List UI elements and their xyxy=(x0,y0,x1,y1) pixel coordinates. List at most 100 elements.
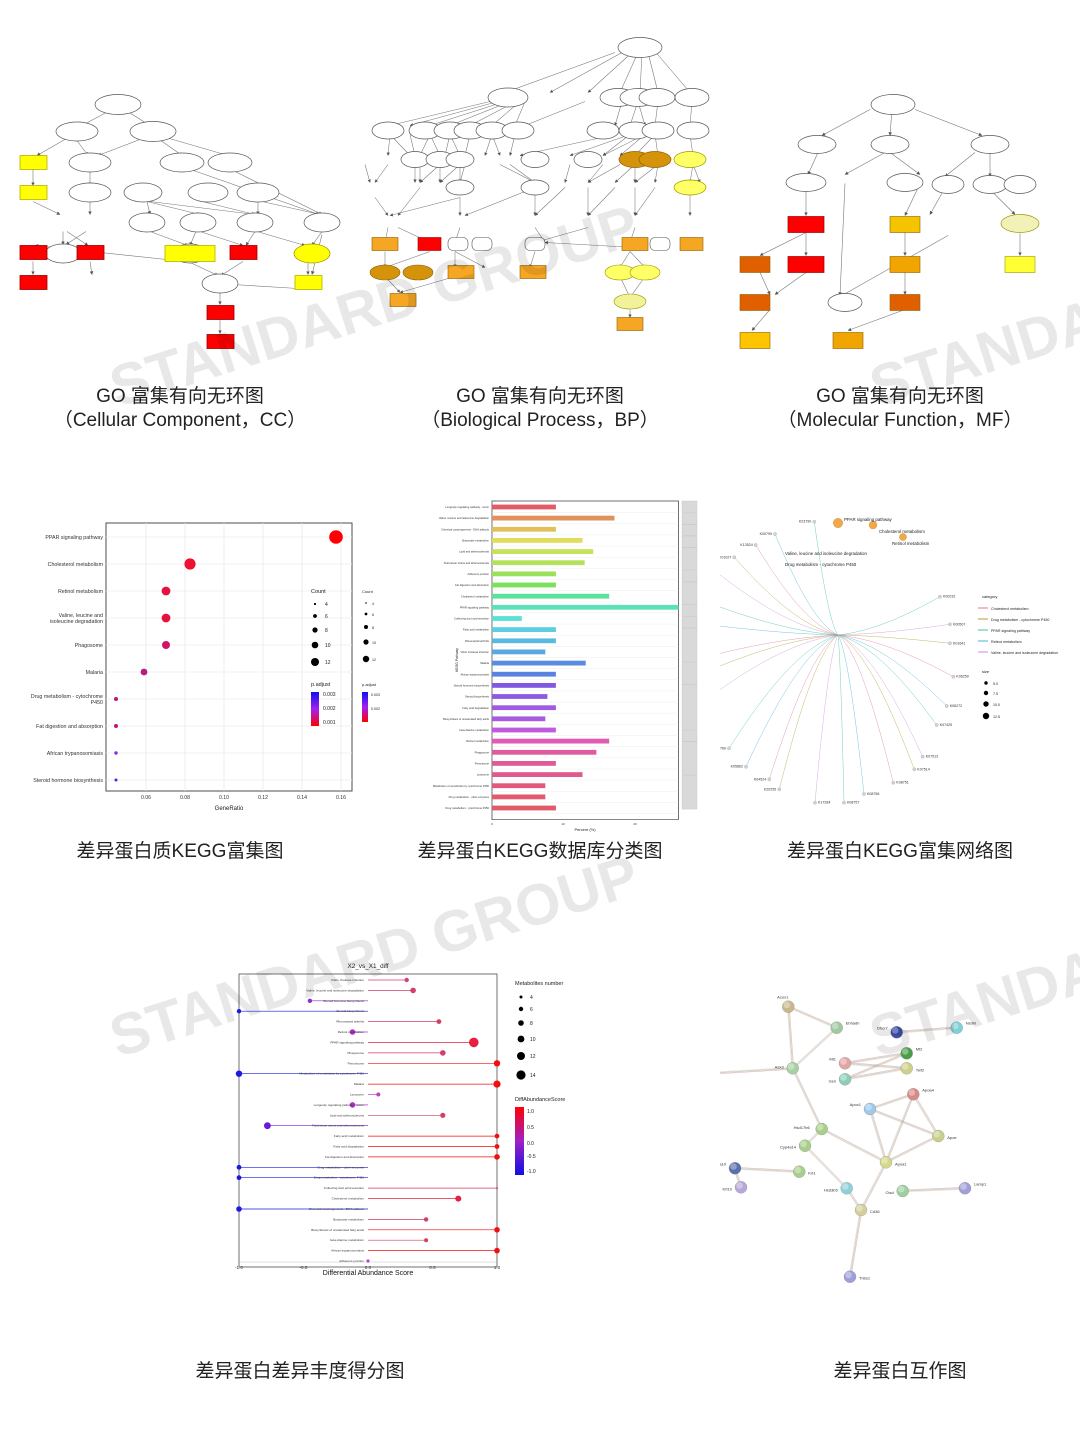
svg-text:1.0: 1.0 xyxy=(494,1265,501,1270)
svg-text:Lysosome: Lysosome xyxy=(477,773,490,777)
svg-text:K08760: K08760 xyxy=(720,746,726,750)
svg-text:12.5: 12.5 xyxy=(993,715,1000,719)
svg-text:7.5: 7.5 xyxy=(993,692,998,696)
svg-text:Retinol metabolism: Retinol metabolism xyxy=(991,640,1022,644)
svg-text:Malaria: Malaria xyxy=(480,661,489,665)
svg-text:6: 6 xyxy=(325,614,328,620)
svg-text:-1.0: -1.0 xyxy=(527,1169,536,1175)
svg-text:Valine, leucine and isoleucine: Valine, leucine and isoleucine degradati… xyxy=(991,651,1058,655)
svg-text:8: 8 xyxy=(372,626,374,630)
svg-text:0.16: 0.16 xyxy=(336,795,346,801)
svg-text:Collecting duct acid secretion: Collecting duct acid secretion xyxy=(454,617,489,621)
svg-text:Peroxisome: Peroxisome xyxy=(348,1061,365,1065)
svg-text:Valine, leucine and isoleucine: Valine, leucine and isoleucine degradati… xyxy=(306,988,364,992)
svg-text:size: size xyxy=(982,669,990,674)
svg-text:category: category xyxy=(982,594,997,599)
svg-text:Lipid and atherosclerosis: Lipid and atherosclerosis xyxy=(459,550,489,554)
svg-text:Fluid shear stress and atheros: Fluid shear stress and atherosclerosis xyxy=(444,561,490,565)
svg-text:DiffAbundanceScore: DiffAbundanceScore xyxy=(515,1097,565,1103)
svg-text:Acox1: Acox1 xyxy=(777,995,789,1000)
svg-text:beta-Alanine metabolism: beta-Alanine metabolism xyxy=(459,728,489,732)
svg-text:African trypanosomiasis: African trypanosomiasis xyxy=(460,672,489,676)
svg-text:Adherens junction: Adherens junction xyxy=(339,1259,364,1263)
svg-text:Chemical carcinogenesis - DNA: Chemical carcinogenesis - DNA adducts xyxy=(309,1207,365,1211)
svg-text:Krt10: Krt10 xyxy=(722,1186,732,1191)
svg-text:0.002: 0.002 xyxy=(323,706,336,712)
svg-text:Steroid hormone biosynthesis: Steroid hormone biosynthesis xyxy=(323,999,364,1003)
svg-text:Malaria: Malaria xyxy=(86,670,103,676)
svg-text:K06272: K06272 xyxy=(950,704,962,708)
svg-text:P450: P450 xyxy=(91,700,103,706)
svg-text:Adx3: Adx3 xyxy=(775,1064,785,1069)
svg-text:4: 4 xyxy=(325,602,328,608)
svg-text:Biosynthesis of unsaturated fa: Biosynthesis of unsaturated fatty acids xyxy=(443,717,490,721)
svg-text:5.0: 5.0 xyxy=(993,682,998,686)
svg-text:isoleucine degradation: isoleucine degradation xyxy=(50,619,103,625)
svg-text:0.14: 0.14 xyxy=(297,795,307,801)
svg-text:Rheumatoid arthritis: Rheumatoid arthritis xyxy=(465,639,490,643)
svg-text:Fatty acid degradation: Fatty acid degradation xyxy=(462,706,489,710)
svg-text:4: 4 xyxy=(530,995,533,1001)
svg-text:Fat digestion and absorption: Fat digestion and absorption xyxy=(455,583,489,587)
svg-text:Fluid shear stress and atheros: Fluid shear stress and atherosclerosis xyxy=(312,1124,365,1128)
svg-text:K08751: K08751 xyxy=(896,781,908,785)
svg-text:Apoa4: Apoa4 xyxy=(922,1087,934,1092)
svg-text:12: 12 xyxy=(530,1054,536,1060)
svg-text:8: 8 xyxy=(325,628,328,634)
svg-text:Collecting duct acid secretion: Collecting duct acid secretion xyxy=(324,1186,365,1190)
svg-text:Metabolism of xenobiotics by c: Metabolism of xenobiotics by cytochrome … xyxy=(433,784,490,788)
svg-text:Valine, leucine and isoleucine: Valine, leucine and isoleucine degradati… xyxy=(439,516,490,520)
svg-text:K00232: K00232 xyxy=(943,595,955,599)
svg-text:Butanoate metabolism: Butanoate metabolism xyxy=(333,1217,364,1221)
svg-text:0.12: 0.12 xyxy=(258,795,268,801)
svg-text:PPAR signaling pathway: PPAR signaling pathway xyxy=(330,1040,364,1044)
svg-text:Fatty acid degradation: Fatty acid degradation xyxy=(333,1145,364,1149)
svg-text:K04524: K04524 xyxy=(754,777,766,781)
svg-text:K07513: K07513 xyxy=(926,755,938,759)
svg-text:Rheumatoid arthritis: Rheumatoid arthritis xyxy=(336,1020,364,1024)
svg-text:K06259: K06259 xyxy=(956,675,968,679)
svg-text:Mt1: Mt1 xyxy=(829,1056,836,1061)
svg-text:K13524: K13524 xyxy=(740,543,752,547)
svg-text:Cyp4a14: Cyp4a14 xyxy=(780,1145,797,1150)
svg-text:Peroxisome: Peroxisome xyxy=(475,762,490,766)
svg-text:KEGG Pathway: KEGG Pathway xyxy=(455,648,459,672)
svg-text:PPAR signaling pathway: PPAR signaling pathway xyxy=(460,605,490,609)
svg-text:10: 10 xyxy=(561,822,565,826)
svg-text:0.002: 0.002 xyxy=(371,707,380,711)
svg-text:4: 4 xyxy=(372,602,374,606)
svg-text:Ehhadh: Ehhadh xyxy=(846,1021,860,1026)
svg-text:0.06: 0.06 xyxy=(141,795,151,801)
svg-text:Biosynthesis of unsaturated fa: Biosynthesis of unsaturated fatty acids xyxy=(311,1228,364,1232)
svg-text:African trypanosomiasis: African trypanosomiasis xyxy=(331,1249,364,1253)
svg-text:K01027: K01027 xyxy=(720,555,731,559)
svg-text:p.adjust: p.adjust xyxy=(362,682,377,687)
svg-text:Valine, leucine and isoleucine: Valine, leucine and isoleucine degradati… xyxy=(785,551,867,556)
svg-text:12: 12 xyxy=(372,658,376,662)
svg-text:0.5: 0.5 xyxy=(527,1125,534,1131)
svg-text:0.003: 0.003 xyxy=(323,692,336,698)
svg-text:Lysosome: Lysosome xyxy=(350,1093,364,1097)
svg-text:Mt2: Mt2 xyxy=(916,1046,923,1051)
svg-text:Apoa1: Apoa1 xyxy=(895,1161,907,1166)
svg-text:6: 6 xyxy=(530,1007,533,1013)
svg-text:1.0: 1.0 xyxy=(527,1109,534,1115)
svg-text:PPAR signaling pathway: PPAR signaling pathway xyxy=(844,517,893,522)
svg-text:Cd36: Cd36 xyxy=(870,1209,880,1214)
svg-text:Drug metabolism - cytochrome P: Drug metabolism - cytochrome P450 xyxy=(991,618,1049,622)
svg-text:Longevity regulating pathway -: Longevity regulating pathway - worm xyxy=(314,1103,365,1107)
svg-text:Drug metabolism - cytochrome P: Drug metabolism - cytochrome P450 xyxy=(445,806,489,810)
svg-text:Gsn: Gsn xyxy=(829,1078,836,1083)
svg-text:Count: Count xyxy=(362,589,374,594)
svg-text:Retinol metabolism: Retinol metabolism xyxy=(892,541,930,546)
svg-text:0: 0 xyxy=(491,822,493,826)
svg-text:Retinol metabolism: Retinol metabolism xyxy=(338,1030,365,1034)
svg-text:Drug metabolism - cytochrome P: Drug metabolism - cytochrome P450 xyxy=(314,1176,364,1180)
svg-text:PPAR signaling pathway: PPAR signaling pathway xyxy=(45,535,103,541)
svg-text:10: 10 xyxy=(530,1037,536,1043)
svg-text:Cholesterol metabolism: Cholesterol metabolism xyxy=(991,607,1029,611)
svg-text:GeneRatio: GeneRatio xyxy=(215,806,244,812)
svg-text:K23790: K23790 xyxy=(799,520,811,524)
svg-text:Malaria: Malaria xyxy=(354,1082,364,1086)
svg-text:Phagosome: Phagosome xyxy=(475,750,490,754)
